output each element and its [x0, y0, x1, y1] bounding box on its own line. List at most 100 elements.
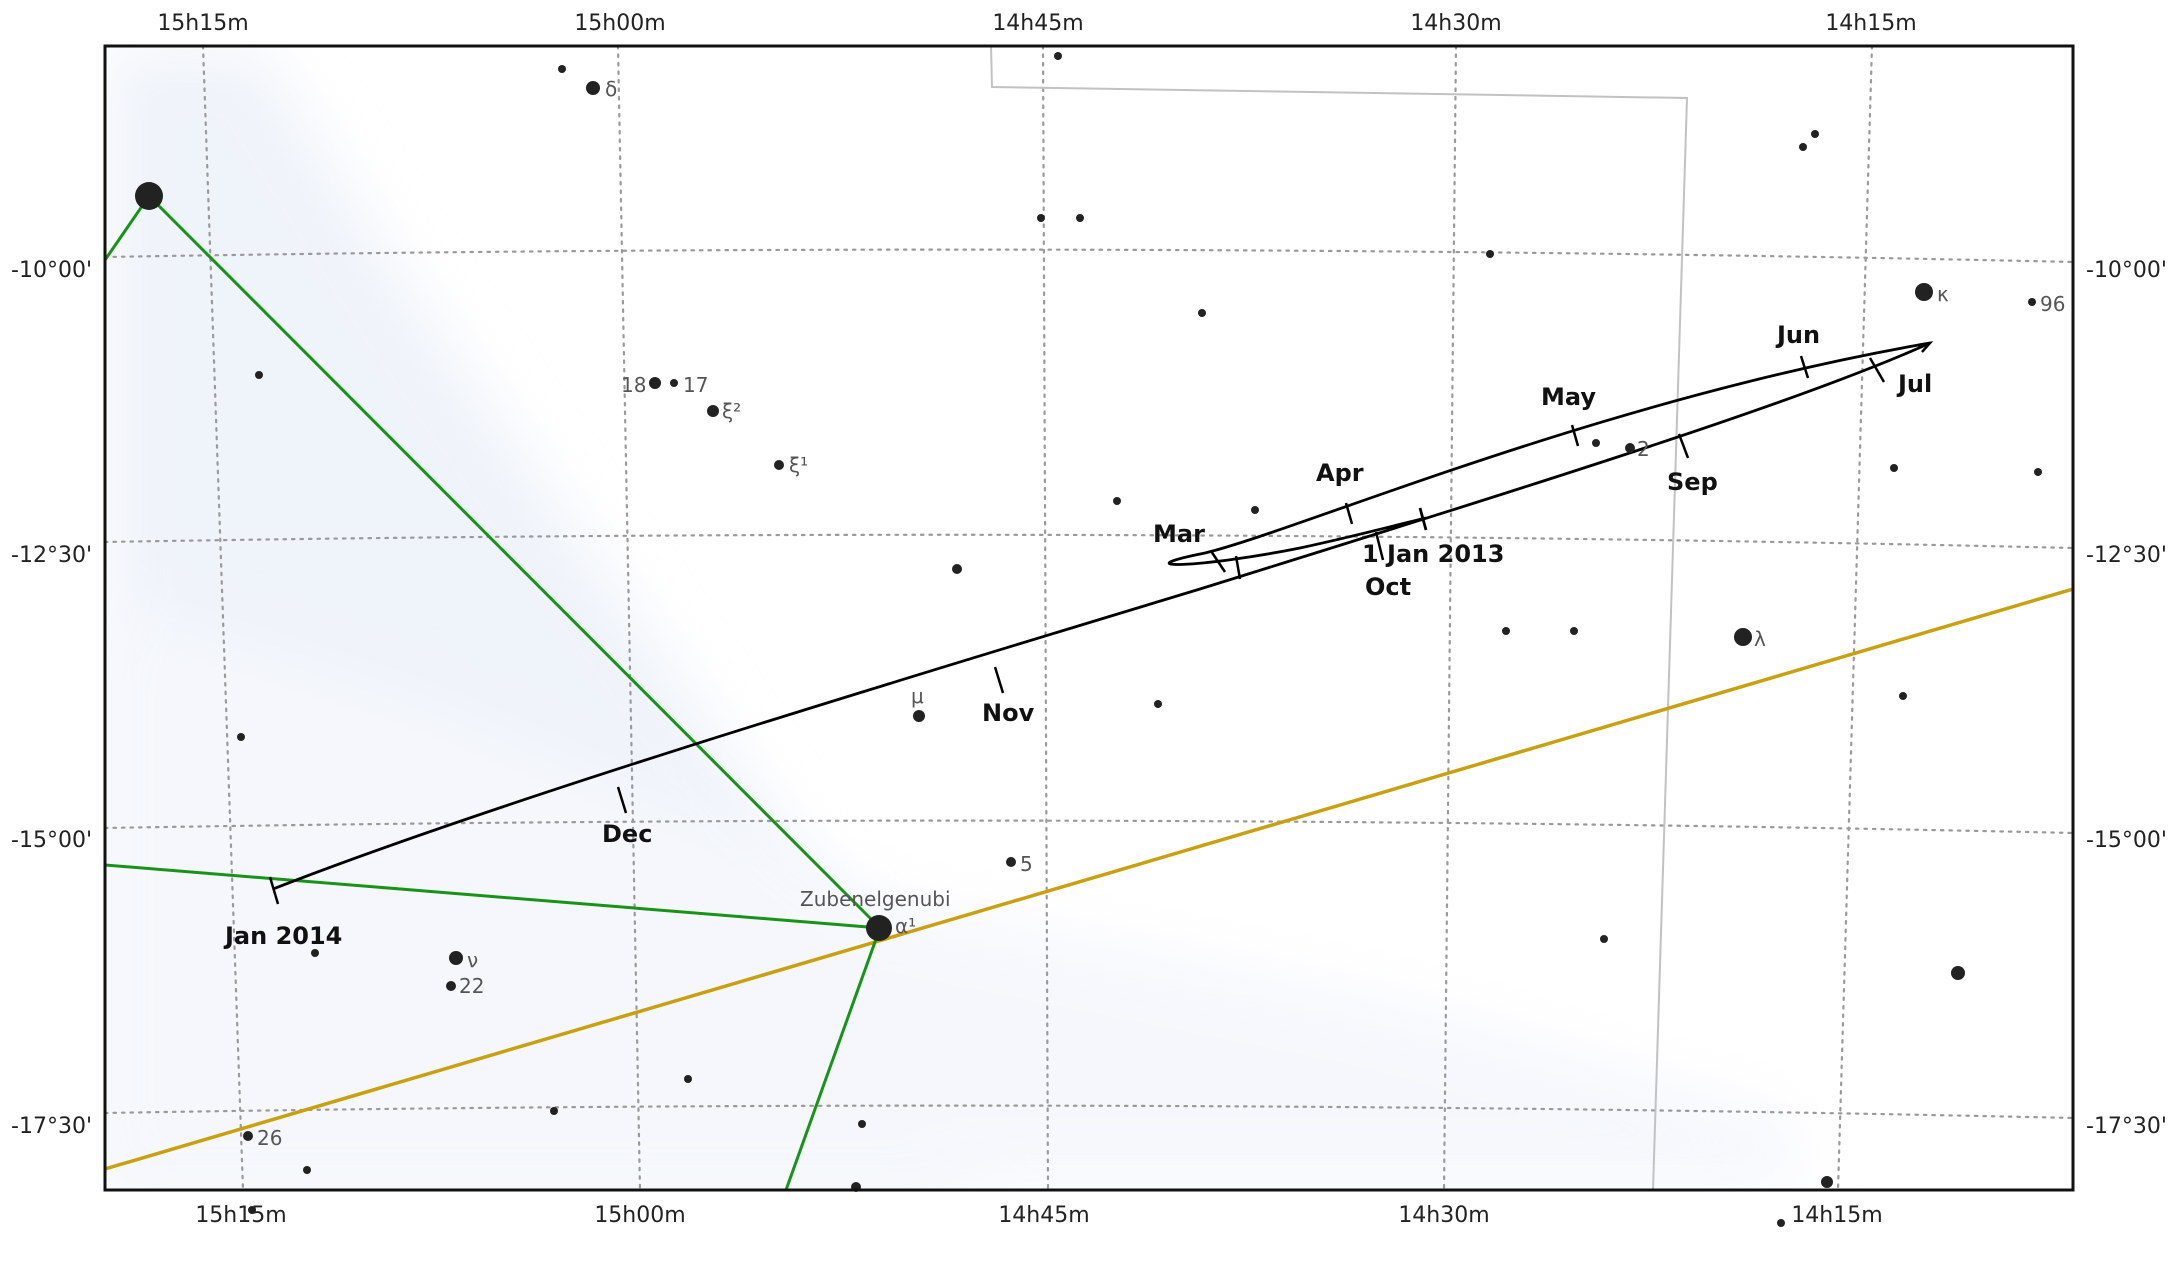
star — [1899, 692, 1907, 700]
dec-label-right: -17°30' — [2086, 1114, 2167, 1139]
dec-label-right: -15°00' — [2086, 828, 2167, 853]
ra-label-bottom: 15h15m — [195, 1203, 286, 1228]
ra-grid-line — [201, 46, 245, 1190]
ra-labels-bottom: 15h15m 15h00m 14h45m 14h30m 14h15m — [195, 1203, 1882, 1228]
tick-mark — [1374, 531, 1385, 561]
star — [1734, 628, 1752, 646]
path-label-nov: Nov — [982, 699, 1035, 727]
star — [1113, 497, 1121, 505]
path-label-1-jan-2013: 1 Jan 2013 — [1362, 540, 1504, 568]
ecliptic-line — [105, 587, 2073, 1171]
star-label-alpha1: α¹ — [895, 914, 916, 938]
ra-grid-line — [616, 46, 642, 1190]
star — [550, 1107, 558, 1115]
ra-label-bottom: 14h15m — [1791, 1203, 1882, 1228]
dec-labels-left: -10°00' -12°30' -15°00' -17°30' — [11, 258, 92, 1139]
ra-grid-line — [1442, 46, 1458, 1190]
ra-label-bottom: 14h45m — [998, 1203, 1089, 1228]
star — [1951, 966, 1965, 980]
tick-mark — [1234, 555, 1242, 580]
star — [858, 1120, 866, 1128]
dec-grid-line — [105, 248, 2073, 264]
star — [237, 733, 245, 741]
coordinate-grid — [105, 46, 2073, 1190]
star-label-96: 96 — [2040, 292, 2065, 316]
star — [774, 460, 784, 470]
constellation-boundary — [990, 46, 1689, 1190]
star-label-lambda: λ — [1754, 627, 1766, 651]
star-labels: δ κ 96 18 17 ξ² ξ¹ 2 λ μ 5 Zubenelgenubi… — [257, 77, 2065, 1150]
star — [446, 981, 456, 991]
star — [684, 1075, 692, 1083]
star-label-nu: ν — [467, 948, 478, 972]
star — [558, 65, 566, 73]
constellation-lines — [105, 194, 882, 1190]
star — [707, 405, 719, 417]
star — [1054, 52, 1062, 60]
path-label-jan-2014: Jan 2014 — [223, 922, 342, 950]
map-frame — [103, 44, 2075, 1192]
dec-labels-right: -10°00' -12°30' -15°00' -17°30' — [2086, 258, 2167, 1139]
dec-label-left: -10°00' — [11, 258, 92, 283]
path-labels: 1 Jan 2013 Mar Apr May Jun Jul Sep Oct N… — [223, 321, 1932, 950]
tick-mark — [1799, 355, 1810, 379]
star — [1198, 309, 1206, 317]
path-label-may: May — [1541, 383, 1596, 411]
month-tick-marks — [268, 355, 1886, 905]
star-label-mu: μ — [911, 684, 924, 708]
dec-label-right: -10°00' — [2086, 258, 2167, 283]
dec-label-left: -12°30' — [11, 543, 92, 568]
ra-grid-line — [1836, 46, 1874, 1190]
stars — [135, 52, 2042, 1227]
path-arrow-head — [1917, 341, 1934, 353]
star — [1486, 250, 1494, 258]
ra-label-top: 14h30m — [1410, 11, 1501, 36]
star — [1821, 1176, 1833, 1188]
star — [952, 564, 962, 574]
tick-mark — [616, 786, 628, 814]
ra-label-top: 15h15m — [157, 11, 248, 36]
path-label-jul: Jul — [1896, 370, 1932, 398]
path-label-sep: Sep — [1667, 468, 1718, 496]
star — [1799, 143, 1807, 151]
star — [2034, 468, 2042, 476]
star — [866, 915, 892, 941]
star-label-17: 17 — [683, 373, 708, 397]
ra-grid-line — [1041, 46, 1050, 1190]
star — [255, 371, 263, 379]
star — [311, 949, 319, 957]
path-start-mark — [1418, 507, 1428, 531]
path-label-mar: Mar — [1153, 520, 1205, 548]
dec-label-left: -17°30' — [11, 1114, 92, 1139]
star — [586, 81, 600, 95]
star — [1037, 214, 1045, 222]
star — [1625, 443, 1635, 453]
star — [1600, 935, 1608, 943]
tick-mark — [1677, 433, 1690, 459]
star — [1570, 627, 1578, 635]
ra-label-bottom: 14h30m — [1398, 1203, 1489, 1228]
ra-label-top: 14h15m — [1825, 11, 1916, 36]
tick-mark — [1570, 424, 1580, 447]
star — [913, 710, 925, 722]
ra-label-bottom: 15h00m — [594, 1203, 685, 1228]
star — [1915, 283, 1933, 301]
path-label-jun: Jun — [1775, 321, 1820, 349]
star — [1592, 439, 1600, 447]
star — [1777, 1219, 1785, 1227]
tick-mark — [268, 876, 280, 905]
star — [1890, 464, 1898, 472]
path-label-apr: Apr — [1316, 459, 1364, 487]
star-label-18: 18 — [621, 373, 646, 397]
dec-grid-line — [105, 819, 2073, 835]
star-label-xi2: ξ² — [722, 399, 741, 423]
dec-label-right: -12°30' — [2086, 543, 2167, 568]
dec-grid-line — [105, 1104, 2073, 1120]
path-label-dec: Dec — [602, 820, 652, 848]
star-label-5: 5 — [1020, 852, 1033, 876]
star — [649, 377, 661, 389]
object-path — [268, 341, 1934, 905]
star-label-zubenelgenubi: Zubenelgenubi — [800, 887, 951, 911]
star — [248, 1206, 256, 1214]
